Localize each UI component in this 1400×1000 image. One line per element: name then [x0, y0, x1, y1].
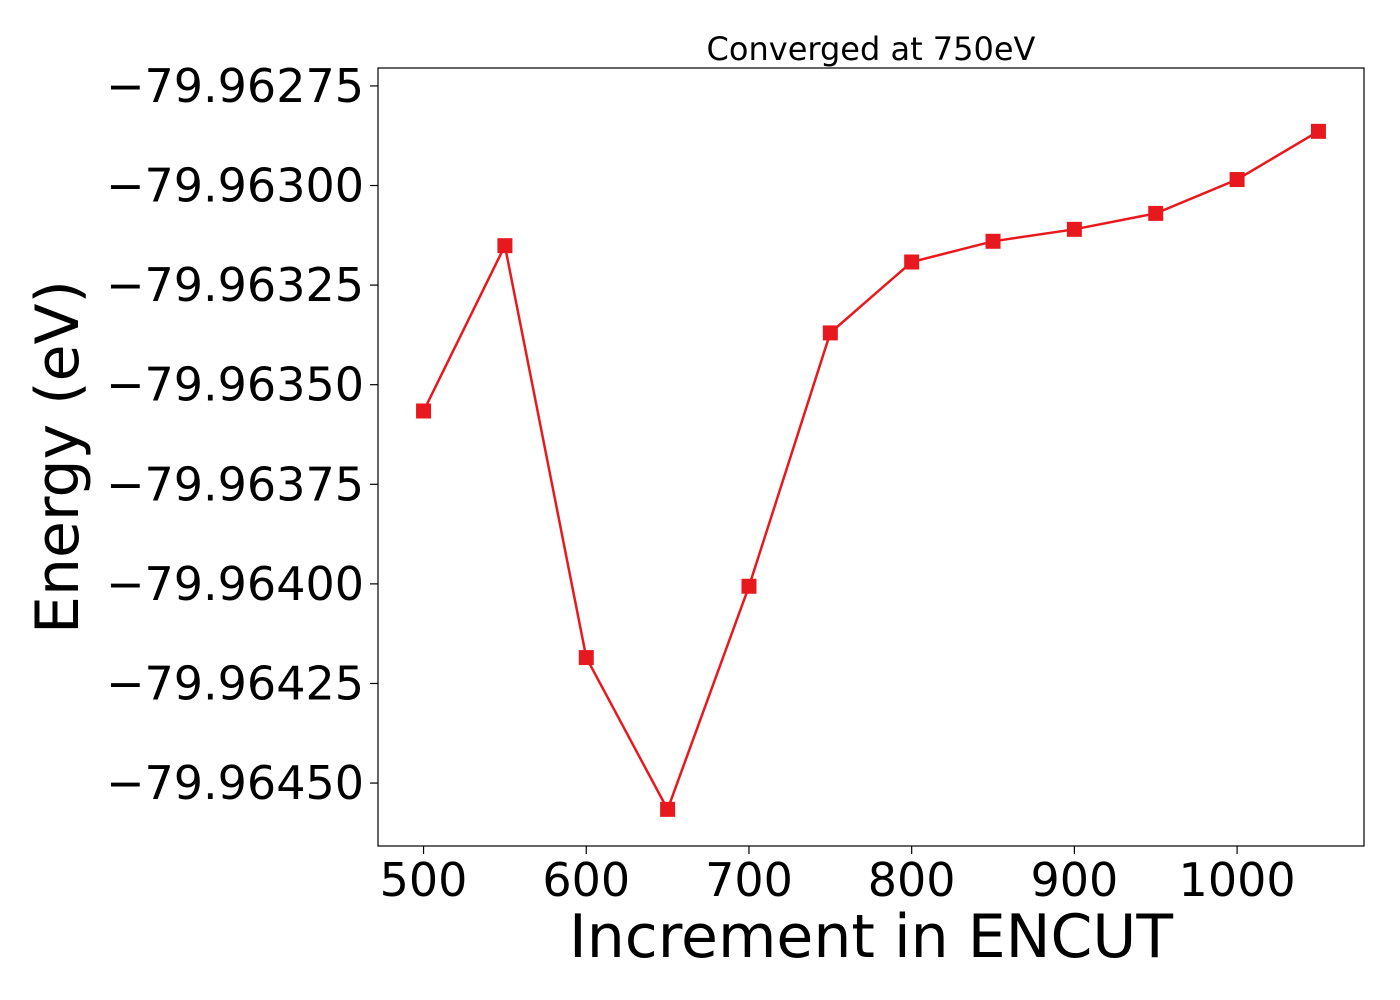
- x-axis-label: Increment in ENCUT: [569, 902, 1173, 972]
- data-point: [904, 254, 920, 270]
- data-point: [578, 650, 594, 666]
- data-point: [1148, 205, 1164, 221]
- series-line: [422, 130, 1320, 813]
- data-point: [985, 233, 1001, 249]
- data-point: [822, 325, 838, 341]
- x-tick-label: 900: [1030, 853, 1118, 907]
- y-tick-label: −79.96450: [106, 756, 364, 810]
- x-tick-label: 500: [380, 853, 468, 907]
- data-point: [497, 238, 513, 254]
- data-point: [741, 578, 757, 594]
- x-tick-label: 800: [868, 853, 956, 907]
- series-layer: [416, 123, 1326, 817]
- plot-frame: [377, 67, 1365, 847]
- data-point: [416, 403, 432, 419]
- x-tick-label: 600: [542, 853, 630, 907]
- y-tick-label: −79.96350: [106, 358, 364, 412]
- y-tick-label: −79.96275: [106, 59, 364, 113]
- data-point: [660, 801, 676, 817]
- y-tick-label: −79.96300: [106, 159, 364, 213]
- y-tick-label: −79.96375: [106, 457, 364, 511]
- x-axis: 500 600 700 800 900 1000: [380, 846, 1296, 907]
- y-tick-label: −79.96325: [106, 258, 364, 312]
- data-point: [1310, 123, 1326, 139]
- data-point: [1229, 172, 1245, 188]
- data-point: [1066, 221, 1082, 237]
- chart-title: Converged at 750eV: [707, 30, 1036, 68]
- y-tick-label: −79.96400: [106, 557, 364, 611]
- y-axis-label: Energy (eV): [23, 280, 93, 634]
- y-axis: −79.96275 −79.96300 −79.96325 −79.96350 −79.…: [106, 59, 378, 810]
- y-tick-label: −79.96425: [106, 656, 364, 710]
- x-tick-label: 1000: [1179, 853, 1296, 907]
- x-tick-label: 700: [705, 853, 793, 907]
